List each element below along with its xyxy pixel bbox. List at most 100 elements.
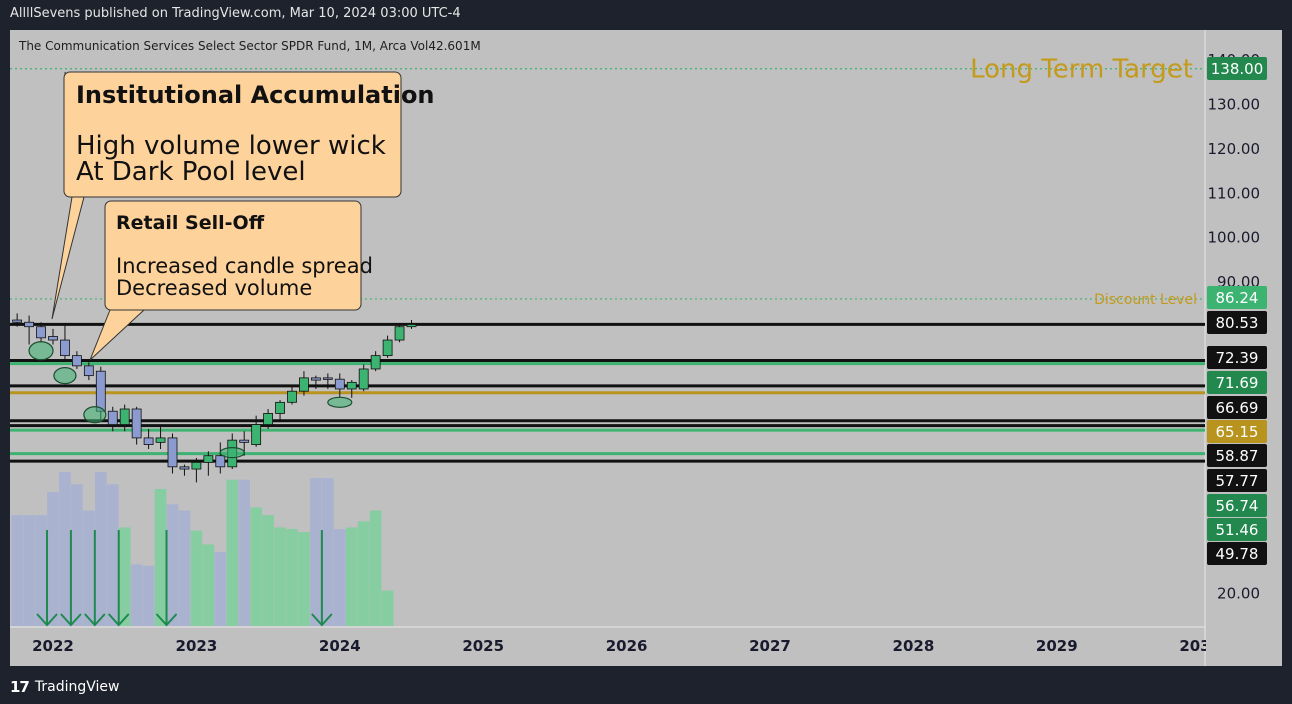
time-tick-label: 2027 bbox=[749, 637, 791, 655]
callout-title-retail: Retail Sell-Off bbox=[116, 212, 265, 234]
volume-bar bbox=[166, 504, 179, 626]
volume-bar bbox=[23, 515, 35, 626]
highlight-ellipse bbox=[327, 396, 353, 408]
price-tag-label: 86.24 bbox=[1216, 289, 1259, 307]
candle-body bbox=[131, 408, 142, 439]
highlight-ellipse bbox=[83, 406, 107, 424]
chart-svg[interactable]: The Communication Services Select Sector… bbox=[10, 30, 1282, 666]
footer-brand-text: TradingView bbox=[34, 679, 120, 695]
candle-body bbox=[48, 336, 58, 341]
price-tag bbox=[1207, 346, 1267, 369]
volume-arrow-head bbox=[311, 613, 333, 627]
volume-bar bbox=[59, 472, 71, 626]
volume-bar bbox=[71, 484, 83, 626]
publish-header: AllllSevens published on TradingView.com… bbox=[10, 6, 461, 21]
price-tag-label: 57.77 bbox=[1216, 472, 1259, 490]
volume-arrow-head bbox=[107, 613, 130, 627]
volume-bar bbox=[47, 492, 59, 626]
volume-bar bbox=[381, 590, 394, 626]
footer-brand: 17 TradingView bbox=[10, 678, 119, 696]
candle-body bbox=[334, 378, 345, 390]
time-tick-label: 2022 bbox=[32, 637, 74, 655]
chart-frame[interactable]: The Communication Services Select Sector… bbox=[10, 30, 1282, 666]
time-tick-label: 2025 bbox=[462, 637, 504, 655]
candle-body bbox=[310, 377, 321, 381]
candle-body bbox=[287, 390, 297, 403]
candle-body bbox=[251, 424, 262, 445]
candle-body bbox=[107, 410, 118, 425]
candle-body bbox=[60, 339, 70, 357]
volume-bar bbox=[118, 527, 131, 626]
volume-bar bbox=[334, 528, 346, 626]
price-tag bbox=[1207, 371, 1267, 394]
volume-bar bbox=[262, 515, 274, 626]
time-axis-clip bbox=[1206, 630, 1282, 666]
candle-body bbox=[215, 455, 226, 468]
price-tag bbox=[1207, 57, 1267, 80]
candle-body bbox=[263, 413, 274, 425]
volume-bar bbox=[298, 532, 310, 626]
highlight-ellipse bbox=[28, 341, 54, 361]
volume-bar bbox=[369, 510, 382, 626]
candles-layer bbox=[12, 313, 417, 483]
price-tag-label: 80.53 bbox=[1216, 314, 1259, 332]
price-tag bbox=[1207, 286, 1267, 309]
candle-body bbox=[322, 377, 333, 380]
volume-bar bbox=[142, 565, 155, 626]
price-tag-label: 49.78 bbox=[1216, 545, 1259, 563]
volume-bar bbox=[11, 515, 23, 626]
discount-level-label: Discount Level bbox=[1094, 292, 1197, 308]
callout-box-retail bbox=[104, 200, 362, 311]
candle-body bbox=[95, 370, 106, 412]
candle-body bbox=[143, 437, 154, 445]
time-tick-label: 2024 bbox=[319, 637, 361, 655]
callout-pointer bbox=[89, 309, 146, 361]
candle-body bbox=[179, 466, 190, 470]
candle-body bbox=[167, 437, 178, 468]
tradingview-logo-icon: 17 bbox=[10, 678, 30, 696]
candle-body bbox=[36, 326, 46, 339]
price-tag bbox=[1207, 444, 1267, 467]
volume-arrow-head bbox=[36, 613, 58, 627]
chart-legend: The Communication Services Select Sector… bbox=[18, 39, 481, 53]
volume-bar bbox=[35, 515, 47, 626]
callouts-layer: Institutional Accumulation High volume lo… bbox=[51, 71, 435, 361]
volume-bar bbox=[274, 527, 286, 626]
volume-bar bbox=[345, 527, 358, 626]
candle-body bbox=[203, 455, 214, 463]
callout-line-retail: Decreased volume bbox=[116, 276, 312, 300]
price-tick-label: 100.00 bbox=[1208, 229, 1261, 247]
candle-body bbox=[191, 461, 202, 470]
candle-body bbox=[275, 401, 285, 414]
volume-bar bbox=[178, 510, 191, 626]
price-tag-label: 66.69 bbox=[1216, 399, 1259, 417]
time-axis[interactable]: 2022 2023 2024 2025 2026 2027 2028 2029 2030 bbox=[32, 630, 1282, 666]
volume-layer bbox=[11, 472, 394, 627]
price-tag-label: 65.15 bbox=[1216, 423, 1259, 441]
price-tag-label: 138.00 bbox=[1211, 60, 1264, 78]
volume-bar bbox=[95, 472, 107, 626]
price-tag-label: 58.87 bbox=[1216, 447, 1259, 465]
candle-body bbox=[358, 368, 369, 390]
price-tag bbox=[1207, 542, 1267, 565]
candle-body bbox=[72, 355, 82, 367]
price-tag-label: 71.69 bbox=[1216, 374, 1259, 392]
volume-bar bbox=[250, 507, 262, 626]
volume-arrow-head bbox=[84, 613, 106, 627]
volume-arrow-head bbox=[60, 613, 82, 627]
volume-bar bbox=[106, 484, 119, 626]
highlight-ellipse bbox=[53, 367, 77, 385]
price-tag bbox=[1207, 469, 1267, 492]
candle-body bbox=[12, 319, 23, 323]
volume-bar bbox=[190, 530, 203, 626]
time-tick-label: 2028 bbox=[893, 637, 935, 655]
candle-body bbox=[299, 377, 309, 392]
volume-bar bbox=[357, 521, 370, 626]
time-tick-label: 2023 bbox=[176, 637, 218, 655]
callout-line-institutional: High volume lower wick bbox=[76, 131, 386, 161]
price-tag bbox=[1207, 311, 1267, 334]
price-tag bbox=[1207, 518, 1267, 541]
volume-bar bbox=[214, 552, 227, 626]
ellipses-layer bbox=[28, 341, 353, 459]
candle-body bbox=[83, 365, 94, 377]
